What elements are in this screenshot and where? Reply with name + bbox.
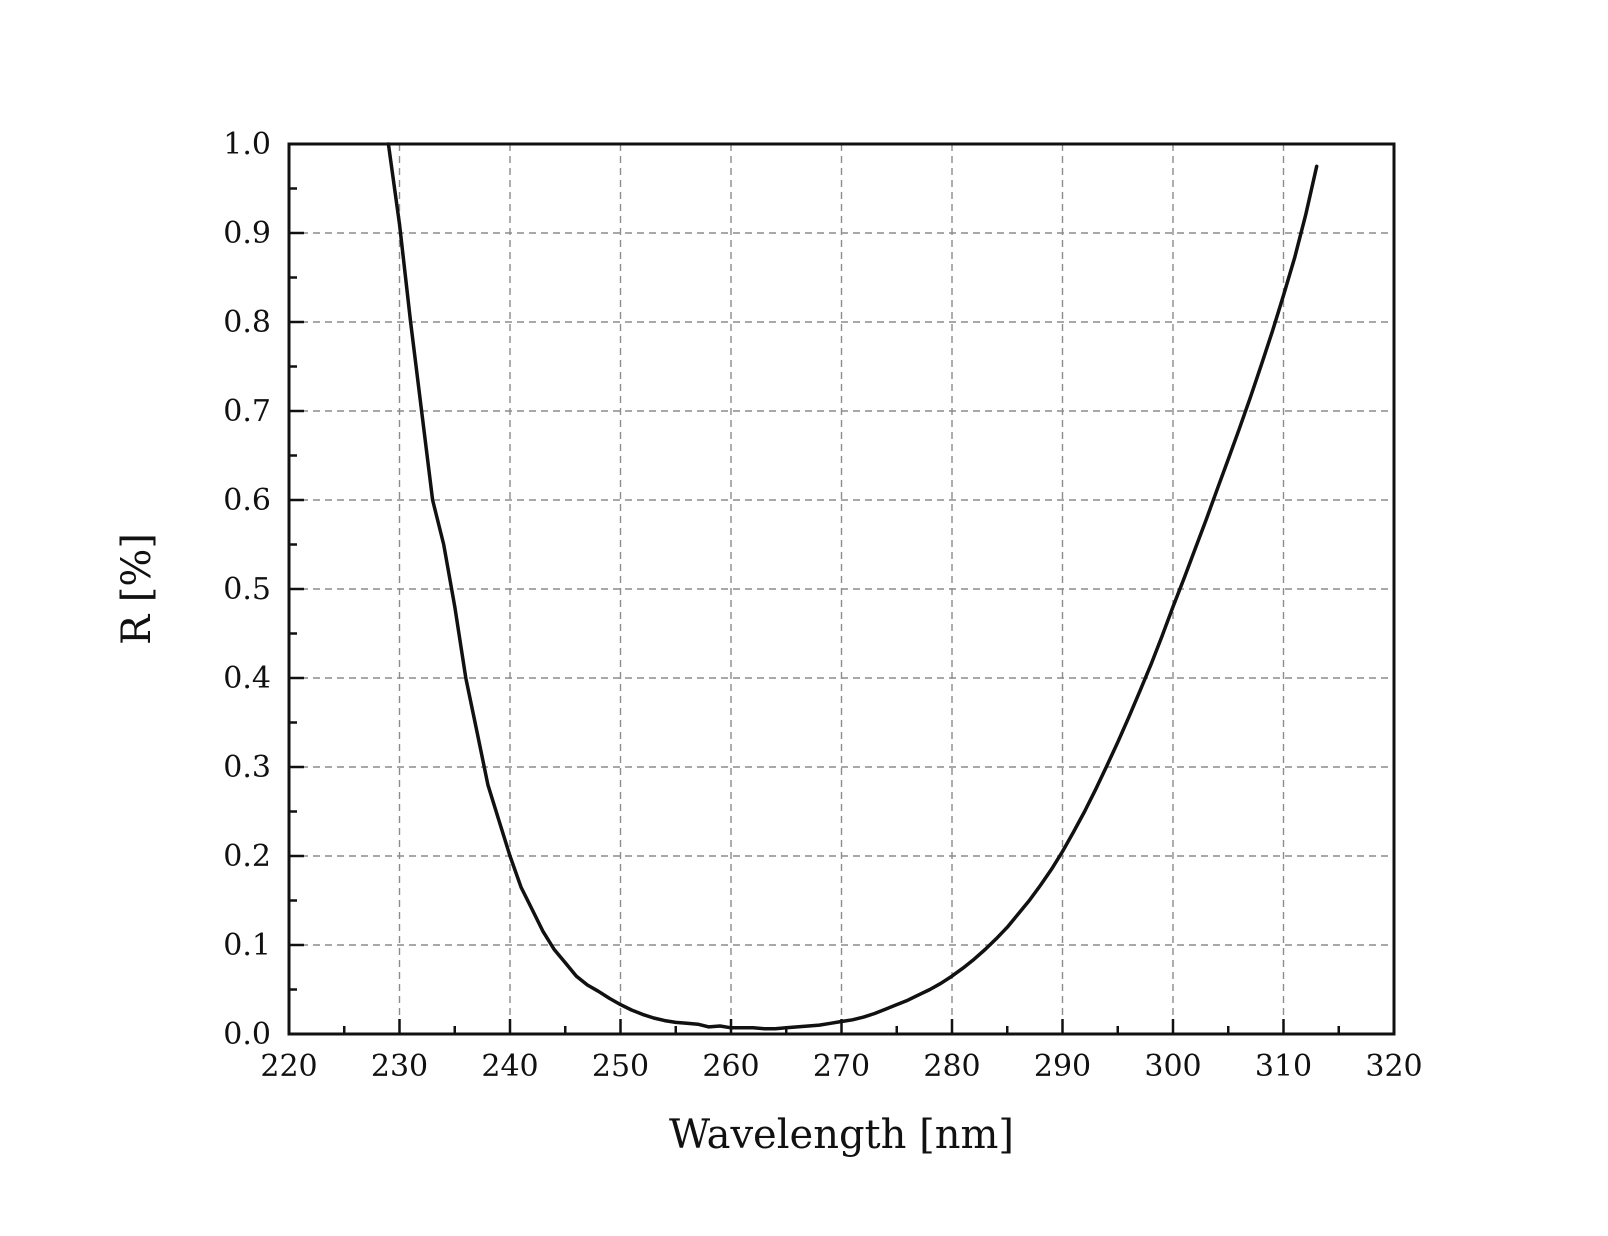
series-layer: [386, 142, 1319, 1031]
x-tick-labels: 220 230 240 250 260 270 280 290 300 310 320: [260, 1049, 1422, 1084]
y-tick-label: 0.1: [223, 928, 271, 963]
x-tick-label: 260: [702, 1049, 759, 1084]
y-tick-label: 0.9: [223, 216, 271, 251]
y-tick-label: 1.0: [223, 127, 271, 162]
y-tick-label: 0.4: [223, 661, 271, 696]
y-tick-label: 0.0: [223, 1017, 271, 1052]
x-tick-label: 230: [371, 1049, 428, 1084]
y-tick-labels: 0.0 0.1 0.2 0.3 0.4 0.5 0.6 0.7 0.8 0.9 1.0: [223, 127, 271, 1052]
y-tick-label: 0.2: [223, 839, 271, 874]
x-tick-label: 310: [1255, 1049, 1312, 1084]
x-tick-label: 280: [923, 1049, 980, 1084]
reflectance-line: [386, 142, 1319, 1031]
grid-lines: [289, 144, 1394, 1034]
x-tick-label: 300: [1144, 1049, 1201, 1084]
minor-ticks: [289, 187, 1340, 1034]
x-tick-label: 220: [260, 1049, 317, 1084]
plot-frame: [287, 142, 1396, 1036]
y-tick-label: 0.5: [223, 572, 271, 607]
x-tick-label: 290: [1034, 1049, 1091, 1084]
y-tick-label: 0.8: [223, 305, 271, 340]
y-tick-label: 0.7: [223, 394, 271, 429]
y-tick-label: 0.3: [223, 750, 271, 785]
x-tick-label: 270: [813, 1049, 870, 1084]
x-tick-label: 320: [1365, 1049, 1422, 1084]
y-axis-title: R [%]: [114, 533, 160, 645]
y-tick-label: 0.6: [223, 483, 271, 518]
x-tick-label: 240: [481, 1049, 538, 1084]
x-axis-title: Wavelength [nm]: [669, 1112, 1014, 1158]
x-tick-label: 250: [592, 1049, 649, 1084]
